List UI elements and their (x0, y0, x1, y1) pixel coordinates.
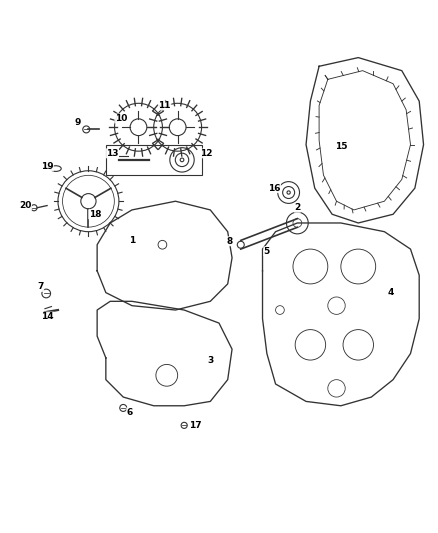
Text: 17: 17 (189, 421, 201, 430)
Text: 19: 19 (41, 162, 53, 171)
Text: 4: 4 (388, 288, 394, 297)
Text: 2: 2 (294, 203, 300, 212)
Text: 10: 10 (115, 114, 127, 123)
Text: 20: 20 (19, 201, 32, 210)
Text: 18: 18 (89, 210, 101, 219)
Text: 6: 6 (127, 408, 133, 417)
Text: 3: 3 (207, 356, 213, 365)
Text: 1: 1 (129, 236, 135, 245)
Text: 12: 12 (200, 149, 212, 158)
Text: 15: 15 (335, 142, 347, 151)
Text: 9: 9 (74, 118, 81, 127)
Text: 13: 13 (106, 149, 119, 158)
Text: 5: 5 (264, 247, 270, 256)
Text: 16: 16 (268, 184, 280, 192)
Text: 11: 11 (159, 101, 171, 110)
Text: 14: 14 (41, 312, 53, 321)
Text: 7: 7 (37, 282, 44, 292)
Text: 8: 8 (227, 237, 233, 246)
